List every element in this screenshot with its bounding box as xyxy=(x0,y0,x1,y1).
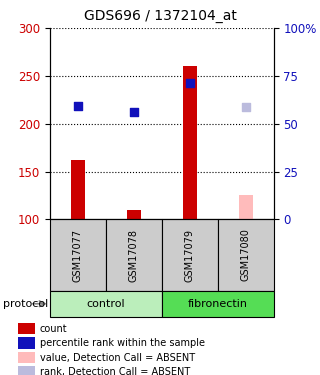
Point xyxy=(75,103,80,109)
Bar xyxy=(183,66,196,219)
Bar xyxy=(162,219,218,291)
Text: GSM17077: GSM17077 xyxy=(73,228,83,282)
Bar xyxy=(71,160,84,219)
Bar xyxy=(50,219,106,291)
Bar xyxy=(218,219,274,291)
Bar xyxy=(239,195,252,219)
Text: GDS696 / 1372104_at: GDS696 / 1372104_at xyxy=(84,9,236,23)
Bar xyxy=(162,291,274,317)
Text: value, Detection Call = ABSENT: value, Detection Call = ABSENT xyxy=(40,352,195,363)
Text: percentile rank within the sample: percentile rank within the sample xyxy=(40,338,205,348)
Bar xyxy=(18,366,35,375)
Point xyxy=(187,80,192,86)
Bar xyxy=(106,219,162,291)
Bar xyxy=(127,210,140,219)
Bar xyxy=(18,337,35,349)
Text: GSM17079: GSM17079 xyxy=(185,228,195,282)
Bar xyxy=(18,322,35,334)
Text: rank, Detection Call = ABSENT: rank, Detection Call = ABSENT xyxy=(40,367,190,375)
Text: GSM17080: GSM17080 xyxy=(241,228,251,281)
Text: GSM17078: GSM17078 xyxy=(129,228,139,282)
Text: fibronectin: fibronectin xyxy=(188,299,248,309)
Bar xyxy=(50,291,162,317)
Text: count: count xyxy=(40,324,68,333)
Point xyxy=(243,104,248,110)
Bar xyxy=(18,352,35,363)
Text: control: control xyxy=(86,299,125,309)
Text: protocol: protocol xyxy=(3,299,48,309)
Point xyxy=(131,109,136,115)
